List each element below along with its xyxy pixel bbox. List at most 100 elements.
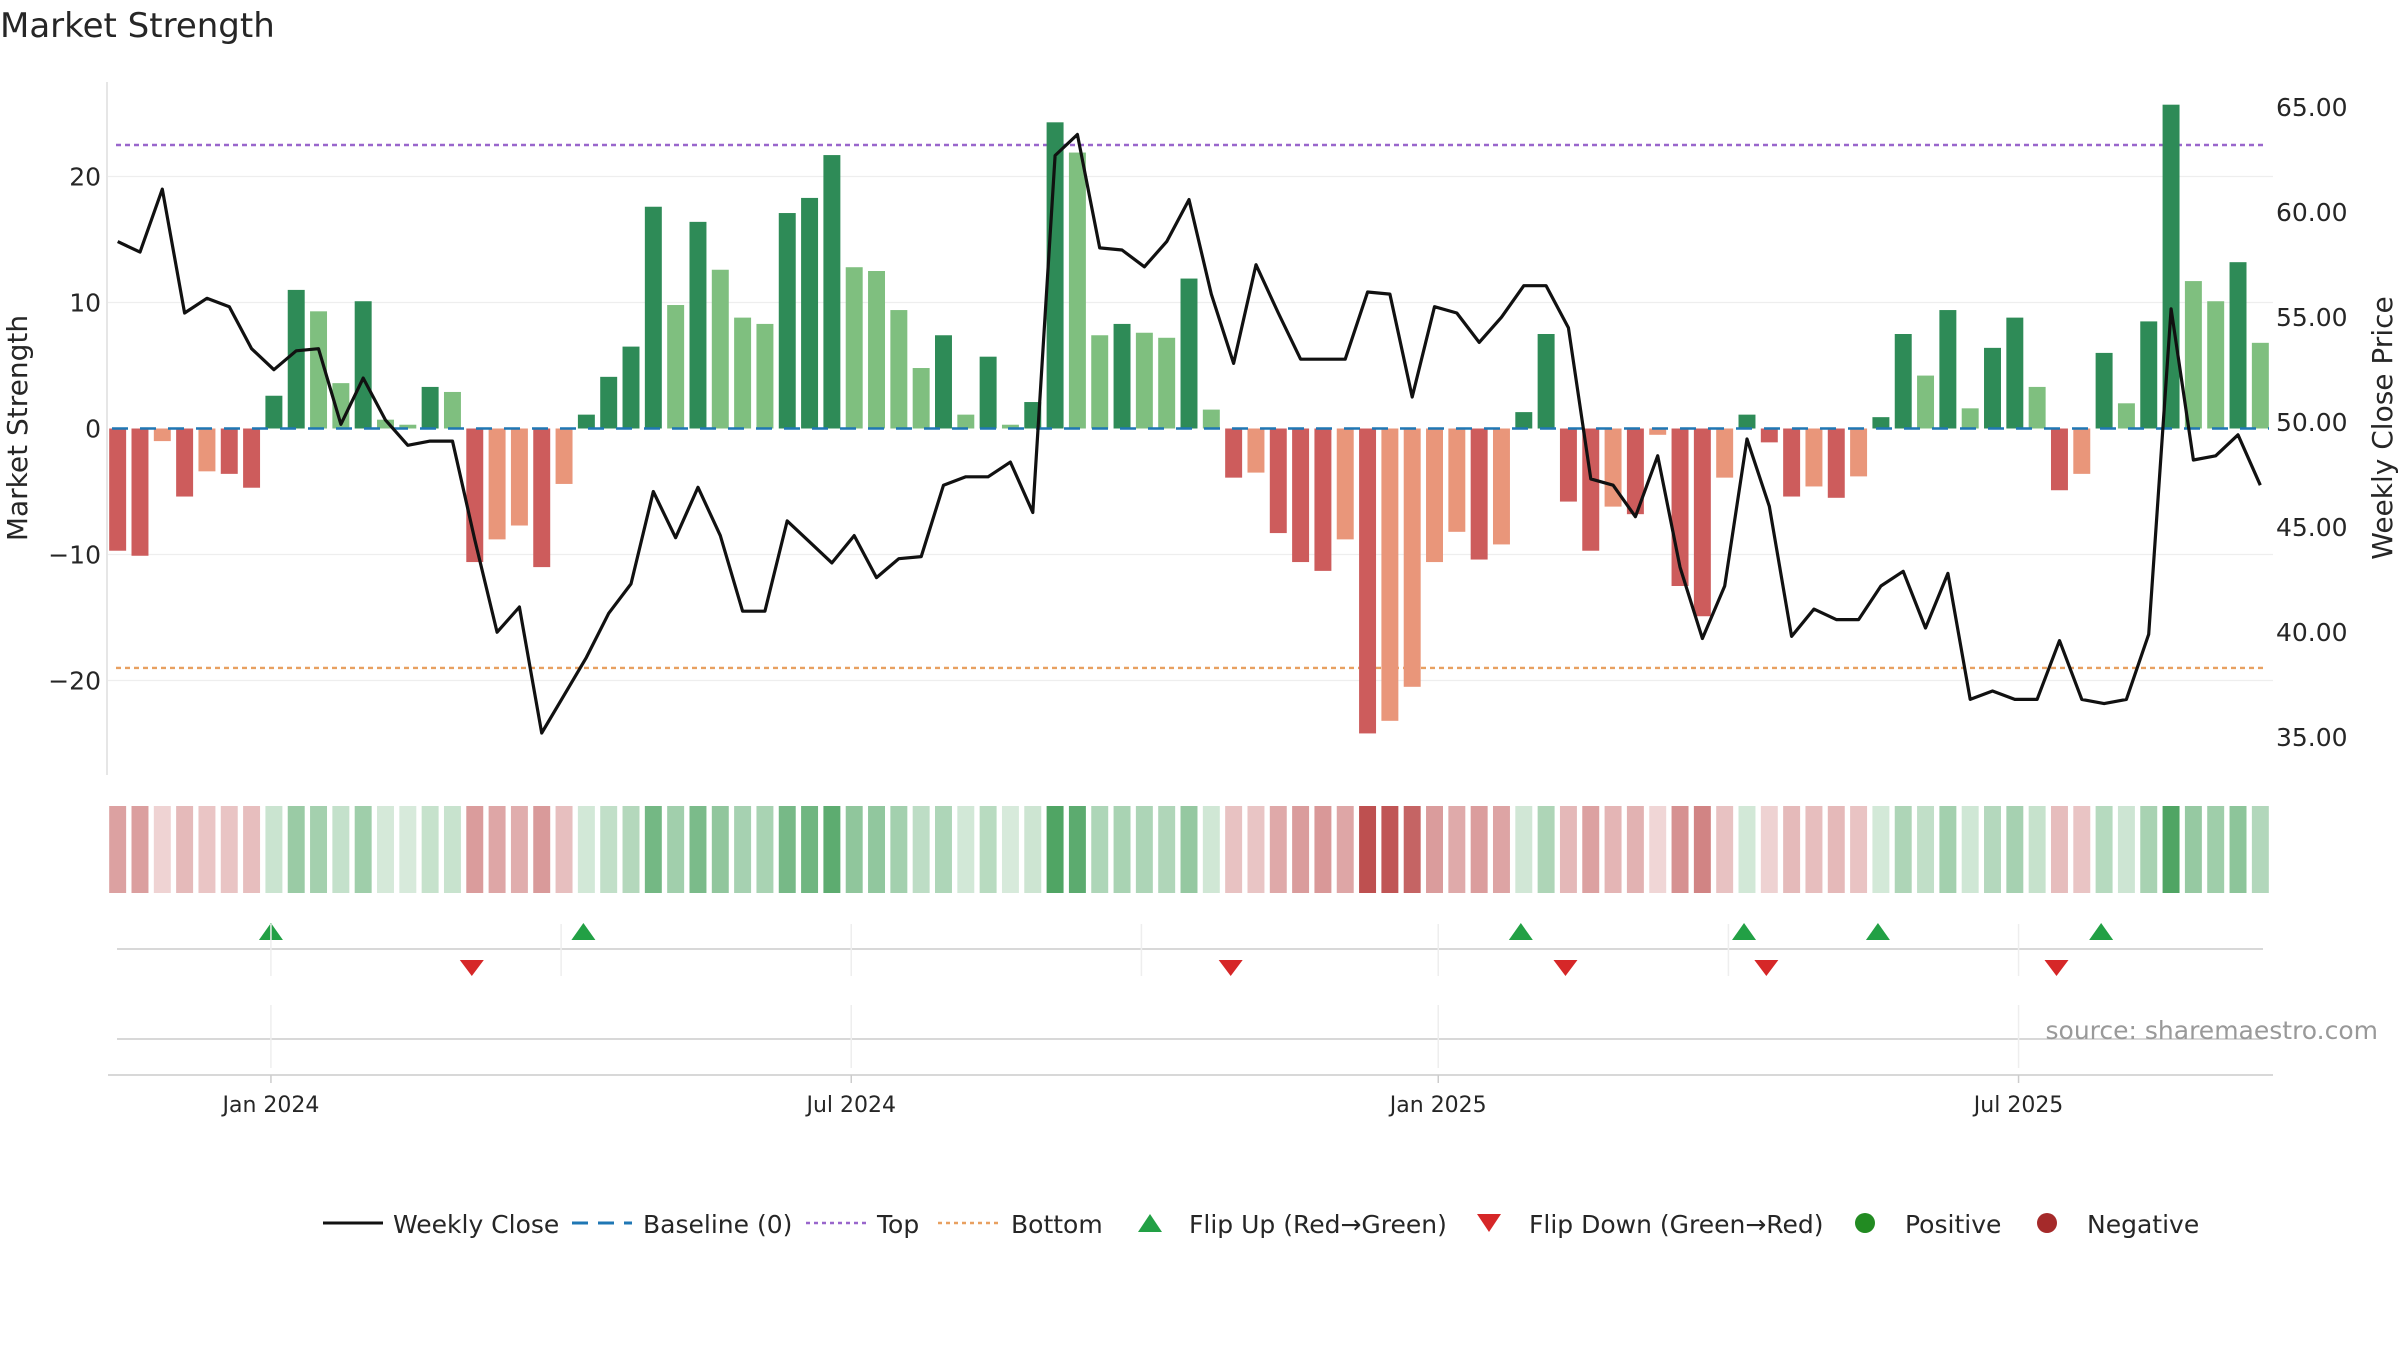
rating-cell <box>2006 806 2024 893</box>
strength-bar <box>153 428 171 442</box>
rating-cell <box>1470 806 1488 893</box>
rating-cell <box>1716 806 1734 893</box>
rating-cell <box>1850 806 1868 893</box>
rating-cell <box>2117 806 2135 893</box>
strength-bar <box>1559 428 1577 502</box>
strength-bar <box>131 428 149 556</box>
rating-cell <box>1917 806 1935 893</box>
flip-up-marker <box>1732 923 1757 940</box>
strength-bar <box>1738 414 1756 429</box>
legend-weekly-close-label: Weekly Close <box>393 1210 559 1239</box>
rating-cell <box>1046 806 1064 893</box>
flip-up-marker <box>571 923 596 940</box>
strength-bar <box>533 428 551 568</box>
rating-cell <box>644 806 662 893</box>
strength-bar <box>1001 424 1019 429</box>
rating-cell <box>1649 806 1667 893</box>
rating-cell <box>1158 806 1176 893</box>
rating-cell <box>354 806 372 893</box>
rating-cell <box>734 806 752 893</box>
weekly-close-line <box>117 132 2262 735</box>
strength-bar <box>2050 428 2068 491</box>
rating-cell <box>801 806 819 893</box>
strength-bar <box>1827 428 1845 498</box>
strength-bar <box>890 310 908 429</box>
threshold-lines <box>116 143 2265 670</box>
legend-flip-up-label: Flip Up (Red→Green) <box>1189 1210 1447 1239</box>
x-axis-ticks: Jan 2024 Jul 2024 Jan 2025 Jul 2025 <box>220 1075 2063 1118</box>
strength-bars <box>109 104 2269 734</box>
strength-bar <box>2117 403 2135 429</box>
rating-cell <box>1024 806 1042 893</box>
flip-up-marker <box>2089 923 2114 940</box>
x-tick-label: Jul 2024 <box>804 1093 896 1118</box>
rating-cell <box>2050 806 2068 893</box>
rating-cell <box>689 806 707 893</box>
rating-cell <box>1872 806 1890 893</box>
legend-negative-icon <box>2037 1213 2057 1233</box>
weekly-close-polyline <box>117 132 2262 735</box>
rating-cell <box>265 806 283 893</box>
x-tick-label: Jan 2025 <box>1388 1093 1487 1118</box>
strength-bar <box>979 356 997 429</box>
rating-cell <box>1403 806 1421 893</box>
strength-bar <box>287 289 305 429</box>
legend: Weekly Close Baseline (0) Top Bottom Fli… <box>323 1210 2199 1239</box>
rating-cell <box>2028 806 2046 893</box>
legend-negative-label: Negative <box>2087 1210 2199 1239</box>
rating-cell <box>600 806 618 893</box>
strength-bar <box>377 419 394 429</box>
bottom-panel <box>108 1038 2273 1076</box>
strength-bar <box>310 311 328 429</box>
strength-bar <box>1515 412 1533 429</box>
rating-cell <box>1626 806 1644 893</box>
strength-bar <box>1961 408 1979 429</box>
strength-bar <box>1247 428 1265 473</box>
rating-cell <box>2162 806 2180 893</box>
strength-bar <box>1939 310 1957 429</box>
strength-bar <box>1180 278 1198 429</box>
strength-bar <box>1202 409 1220 429</box>
strength-bar <box>622 346 640 429</box>
strength-bar <box>1269 428 1287 534</box>
right-tick-label: 65.00 <box>2276 93 2348 122</box>
rating-cell <box>890 806 908 893</box>
flip-up-marker <box>1865 923 1890 940</box>
rating-cell <box>1827 806 1845 893</box>
rating-cell <box>1760 806 1778 893</box>
rating-cell <box>1292 806 1310 893</box>
chart-title: Market Strength <box>0 6 275 46</box>
strength-bar <box>1537 334 1555 429</box>
rating-cell <box>399 806 417 893</box>
strength-bar <box>845 267 863 429</box>
left-axis-label: Market Strength <box>1 315 34 541</box>
rating-cell <box>667 806 685 893</box>
rating-strip <box>109 806 2269 893</box>
strength-bar <box>667 305 685 429</box>
left-tick-label: 20 <box>69 163 101 192</box>
rating-cell <box>198 806 216 893</box>
strength-bar <box>443 391 461 429</box>
strength-bar <box>421 386 439 429</box>
rating-cell <box>109 806 127 893</box>
strength-bar <box>1113 323 1131 429</box>
flip-down-marker <box>1553 960 1578 976</box>
right-tick-label: 45.00 <box>2276 513 2348 542</box>
strength-bar <box>1805 428 1823 487</box>
strength-bar <box>1158 337 1176 429</box>
rating-cell <box>979 806 997 893</box>
strength-bar <box>868 271 886 429</box>
strength-bar <box>243 428 261 488</box>
rating-cell <box>756 806 774 893</box>
rating-cell <box>1604 806 1622 893</box>
x-tick-label: Jan 2024 <box>220 1093 319 1118</box>
x-tick-label: Jul 2025 <box>1972 1093 2064 1118</box>
strength-bar <box>2140 321 2158 429</box>
strength-bar <box>399 424 417 429</box>
strength-bar <box>2184 281 2202 429</box>
strength-bar <box>488 428 506 540</box>
legend-bottom-label: Bottom <box>1011 1210 1103 1239</box>
rating-cell <box>935 806 952 893</box>
strength-bar <box>1135 332 1153 429</box>
rating-cell <box>510 806 528 893</box>
